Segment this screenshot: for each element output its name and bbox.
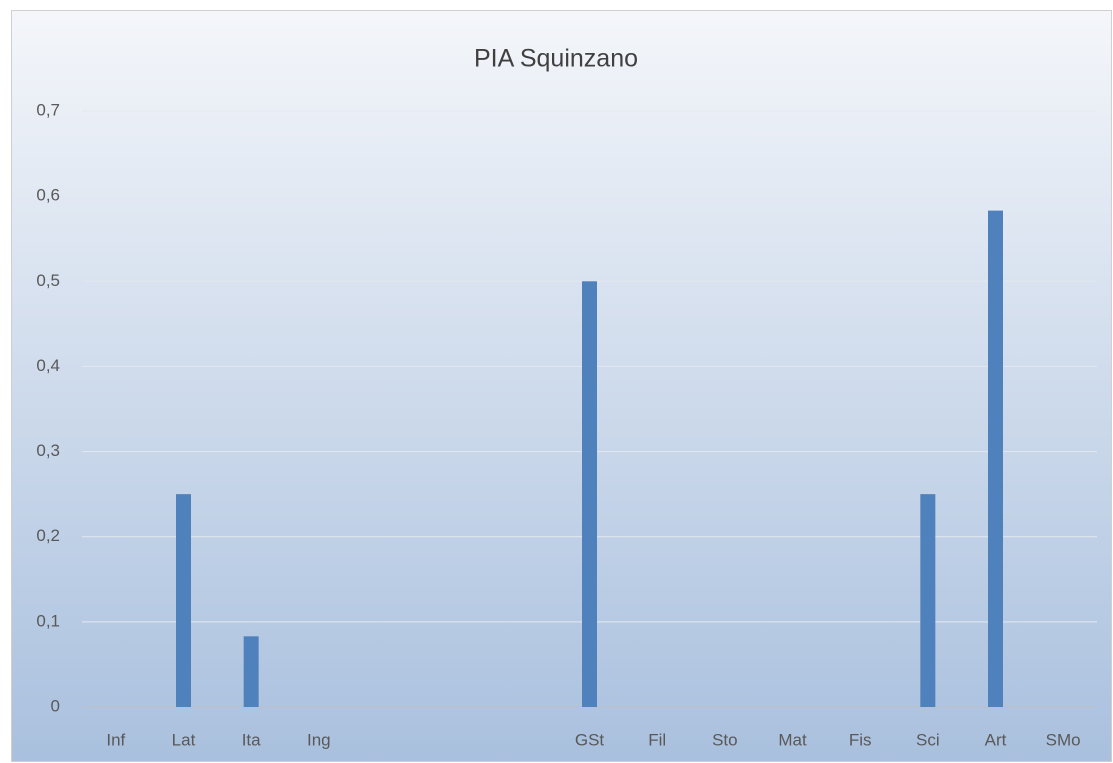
- x-tick-label: GSt: [575, 730, 605, 749]
- y-tick-label: 0,7: [36, 100, 60, 119]
- bar: [920, 494, 936, 707]
- y-tick-label: 0,4: [36, 356, 60, 375]
- bar: [988, 210, 1003, 708]
- x-tick-label: Ing: [307, 730, 331, 749]
- y-tick-label: 0,2: [36, 526, 60, 545]
- y-tick-label: 0,3: [36, 441, 60, 460]
- x-tick-label: Lat: [172, 730, 196, 749]
- chart-title: PIA Squinzano: [474, 45, 638, 73]
- y-tick-label: 0: [51, 696, 60, 715]
- x-tick-label: Fil: [648, 730, 666, 749]
- y-tick-label: 0,1: [36, 611, 60, 630]
- bar: [582, 281, 597, 707]
- x-tick-label: SMo: [1046, 730, 1081, 749]
- y-tick-label: 0,5: [36, 271, 60, 290]
- bar: [243, 636, 259, 707]
- x-tick-label: Fis: [849, 730, 872, 749]
- bar: [176, 494, 191, 707]
- x-tick-label: Art: [985, 730, 1007, 749]
- x-tick-label: Inf: [106, 730, 125, 749]
- x-tick-label: Mat: [778, 730, 807, 749]
- x-tick-label: Sto: [712, 730, 738, 749]
- x-tick-label: Ita: [242, 730, 261, 749]
- y-tick-label: 0,6: [36, 186, 60, 205]
- x-tick-label: Sci: [916, 730, 940, 749]
